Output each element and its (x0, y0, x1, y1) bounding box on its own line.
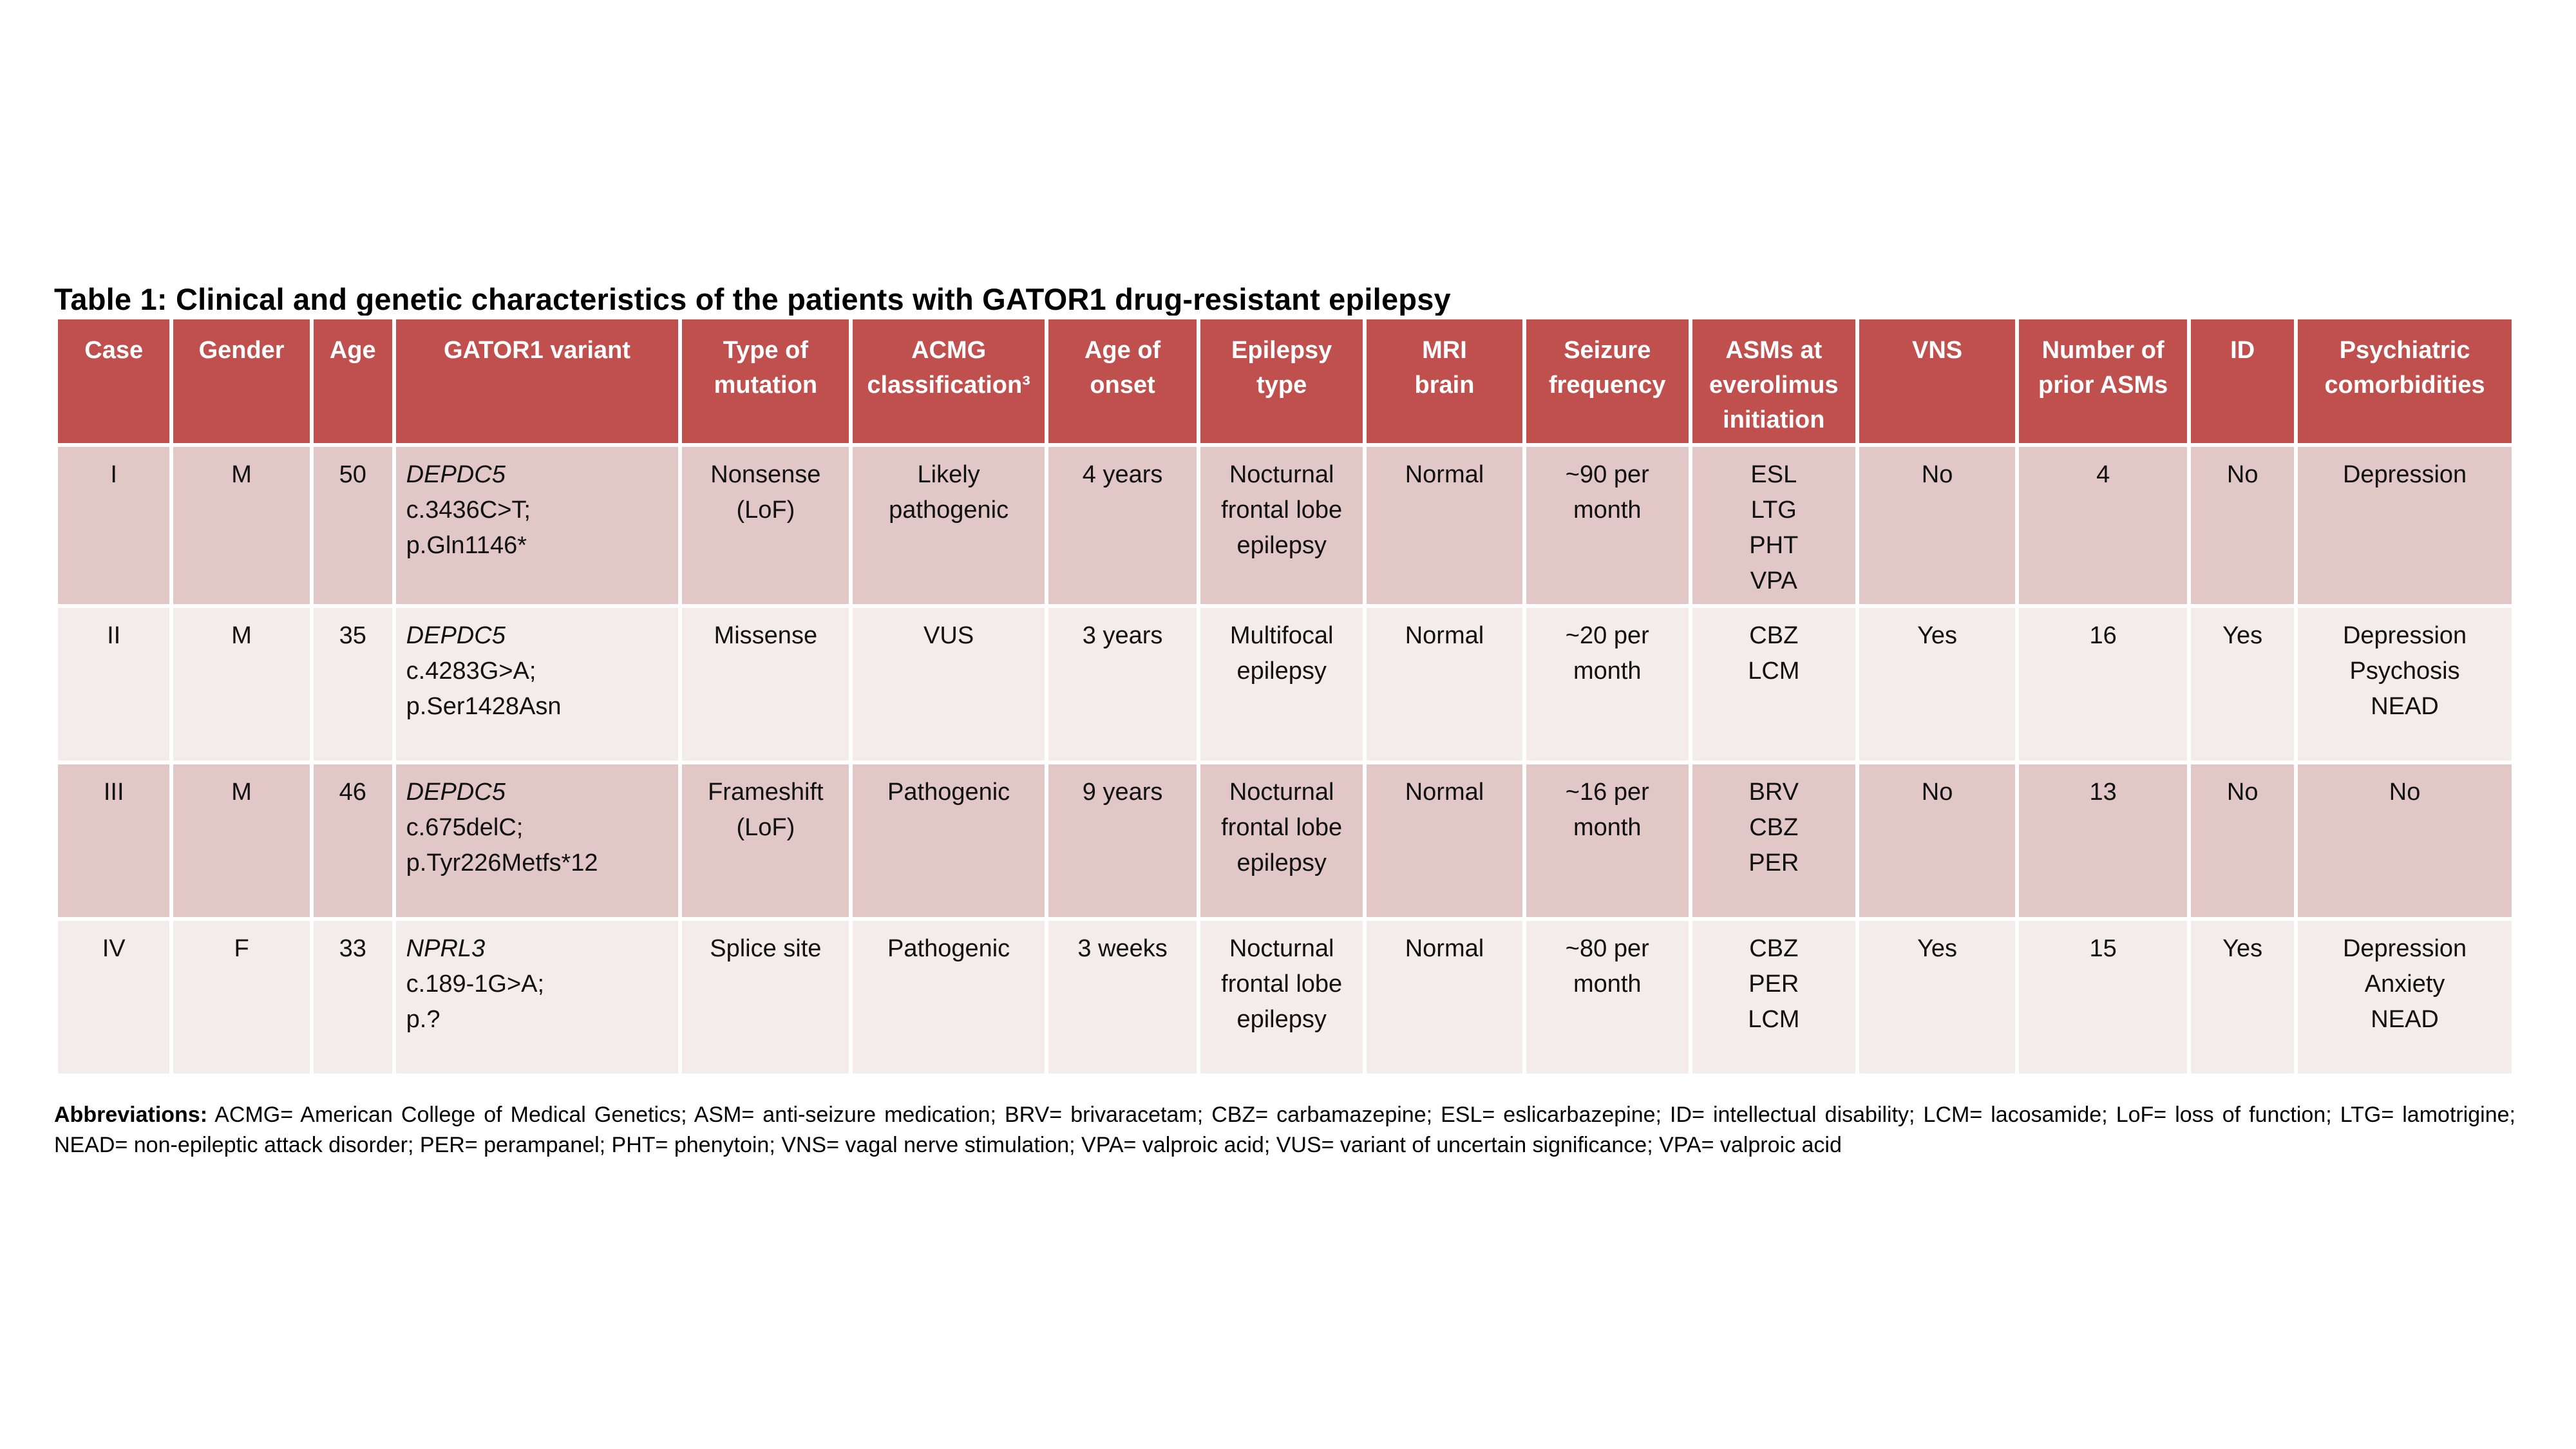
cell-gender: M (169, 761, 314, 922)
col-header-age: Age (309, 316, 396, 447)
cell-epilepsy-type: Nocturnal frontal lobe epilepsy (1197, 917, 1367, 1078)
col-header-number-of-prior-asms: Number of prior ASMs (2015, 316, 2192, 447)
variant-detail: c.3436C>T; p.Gln1146* (406, 496, 531, 560)
cell-case: IV (53, 917, 174, 1078)
variant-detail: c.675delC; p.Tyr226Metfs*12 (406, 814, 598, 877)
cell-acmg-classification: Pathogenic (849, 761, 1048, 922)
cell-asms: BRV CBZ PER (1688, 761, 1860, 922)
cell-type-of-mutation: Nonsense (LoF) (678, 442, 853, 609)
cell-number-of-prior-asms: 15 (2015, 917, 2192, 1078)
col-header-seizure-frequency: Seizure frequency (1522, 316, 1692, 447)
cell-seizure-frequency: ~80 per month (1522, 917, 1692, 1078)
variant-detail: c.189-1G>A; p.? (406, 971, 545, 1034)
cell-vns: No (1855, 761, 2020, 922)
cell-mri-brain: Normal (1362, 442, 1526, 609)
cell-gator1-variant: DEPDC5 c.675delC; p.Tyr226Metfs*12 (392, 761, 683, 922)
cell-seizure-frequency: ~20 per month (1522, 604, 1692, 765)
cell-psychiatric-comorbidities: No (2294, 761, 2515, 922)
cell-psychiatric-comorbidities: Depression (2294, 442, 2515, 609)
table-body: I M 50 DEPDC5 c.3436C>T; p.Gln1146* Nonse… (53, 442, 2515, 1078)
cell-asms: CBZ LCM (1688, 604, 1860, 765)
col-header-epilepsy-type: Epilepsy type (1197, 316, 1367, 447)
cell-case: I (53, 442, 174, 609)
cell-age-of-onset: 3 weeks (1044, 917, 1201, 1078)
cell-epilepsy-type: Multifocal epilepsy (1197, 604, 1367, 765)
cell-type-of-mutation: Splice site (678, 917, 853, 1078)
col-header-gender: Gender (169, 316, 314, 447)
cell-number-of-prior-asms: 13 (2015, 761, 2192, 922)
cell-epilepsy-type: Nocturnal frontal lobe epilepsy (1197, 761, 1367, 922)
table-row: IV F 33 NPRL3 c.189-1G>A; p.? Splice site… (53, 917, 2515, 1078)
cell-gender: F (169, 917, 314, 1078)
header-row: Case Gender Age GATOR1 variant Type of m… (53, 316, 2515, 447)
abbreviations-footnote: Abbreviations: ACMG= American College of… (54, 1100, 2515, 1160)
col-header-psychiatric-comorbidities: Psychiatric comorbidities (2294, 316, 2515, 447)
cell-age: 50 (309, 442, 396, 609)
cell-asms: ESL LTG PHT VPA (1688, 442, 1860, 609)
cell-age: 33 (309, 917, 396, 1078)
cell-gender: M (169, 604, 314, 765)
gene-name: DEPDC5 (406, 622, 506, 650)
cell-vns: Yes (1855, 917, 2020, 1078)
cell-vns: No (1855, 442, 2020, 609)
cell-id: Yes (2187, 917, 2298, 1078)
cell-id: No (2187, 442, 2298, 609)
cell-gator1-variant: DEPDC5 c.3436C>T; p.Gln1146* (392, 442, 683, 609)
cell-gator1-variant: NPRL3 c.189-1G>A; p.? (392, 917, 683, 1078)
col-header-case: Case (53, 316, 174, 447)
col-header-vns: VNS (1855, 316, 2020, 447)
table-row: I M 50 DEPDC5 c.3436C>T; p.Gln1146* Nonse… (53, 442, 2515, 609)
col-header-gator1-variant: GATOR1 variant (392, 316, 683, 447)
cell-id: No (2187, 761, 2298, 922)
table-row: III M 46 DEPDC5 c.675delC; p.Tyr226Metfs*… (53, 761, 2515, 922)
col-header-mri-brain: MRI brain (1362, 316, 1526, 447)
cell-case: II (53, 604, 174, 765)
cell-age: 46 (309, 761, 396, 922)
cell-mri-brain: Normal (1362, 917, 1526, 1078)
cell-age-of-onset: 9 years (1044, 761, 1201, 922)
variant-detail: c.4283G>A; p.Ser1428Asn (406, 658, 562, 721)
cell-seizure-frequency: ~90 per month (1522, 442, 1692, 609)
gene-name: NPRL3 (406, 935, 486, 963)
col-header-age-of-onset: Age of onset (1044, 316, 1201, 447)
cell-acmg-classification: VUS (849, 604, 1048, 765)
col-header-id: ID (2187, 316, 2298, 447)
cell-vns: Yes (1855, 604, 2020, 765)
cell-age: 35 (309, 604, 396, 765)
cell-gender: M (169, 442, 314, 609)
cell-number-of-prior-asms: 16 (2015, 604, 2192, 765)
col-header-type-of-mutation: Type of mutation (678, 316, 853, 447)
patients-table-container: Case Gender Age GATOR1 variant Type of m… (53, 316, 2515, 1078)
cell-seizure-frequency: ~16 per month (1522, 761, 1692, 922)
cell-id: Yes (2187, 604, 2298, 765)
cell-mri-brain: Normal (1362, 761, 1526, 922)
col-header-asms-at-everolimus-initiation: ASMs at everolimus initiation (1688, 316, 1860, 447)
cell-psychiatric-comorbidities: Depression Anxiety NEAD (2294, 917, 2515, 1078)
cell-case: III (53, 761, 174, 922)
footnote-text: ACMG= American College of Medical Geneti… (54, 1103, 2515, 1157)
table-row: II M 35 DEPDC5 c.4283G>A; p.Ser1428Asn Mi… (53, 604, 2515, 765)
cell-asms: CBZ PER LCM (1688, 917, 1860, 1078)
page-title: Table 1: Clinical and genetic characteri… (54, 282, 1451, 317)
cell-number-of-prior-asms: 4 (2015, 442, 2192, 609)
table-header: Case Gender Age GATOR1 variant Type of m… (53, 316, 2515, 447)
cell-age-of-onset: 3 years (1044, 604, 1201, 765)
footnote-label: Abbreviations: (54, 1103, 208, 1127)
patients-table: Case Gender Age GATOR1 variant Type of m… (53, 316, 2515, 1078)
cell-acmg-classification: Pathogenic (849, 917, 1048, 1078)
cell-type-of-mutation: Missense (678, 604, 853, 765)
cell-age-of-onset: 4 years (1044, 442, 1201, 609)
cell-mri-brain: Normal (1362, 604, 1526, 765)
cell-gator1-variant: DEPDC5 c.4283G>A; p.Ser1428Asn (392, 604, 683, 765)
cell-psychiatric-comorbidities: Depression Psychosis NEAD (2294, 604, 2515, 765)
cell-epilepsy-type: Nocturnal frontal lobe epilepsy (1197, 442, 1367, 609)
cell-type-of-mutation: Frameshift (LoF) (678, 761, 853, 922)
cell-acmg-classification: Likely pathogenic (849, 442, 1048, 609)
gene-name: DEPDC5 (406, 460, 506, 488)
gene-name: DEPDC5 (406, 779, 506, 806)
col-header-acmg-classification: ACMG classification³ (849, 316, 1048, 447)
